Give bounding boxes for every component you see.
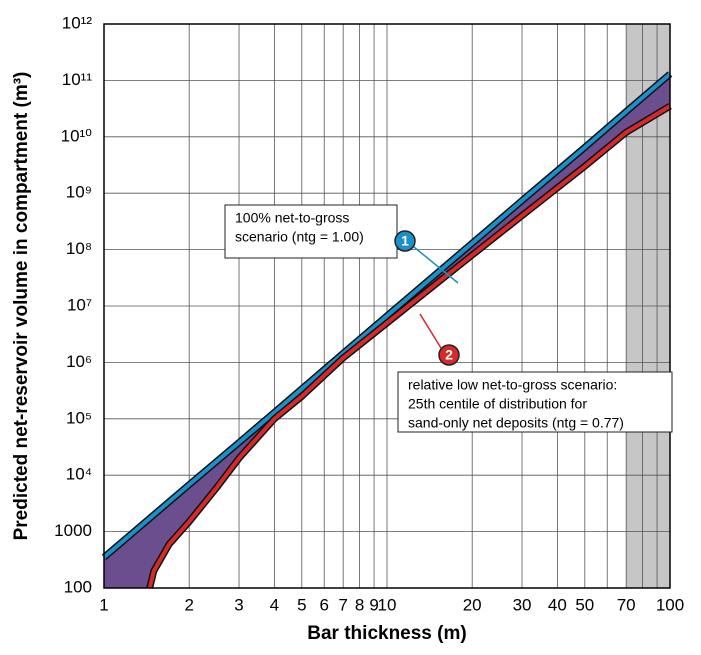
annotation-box: [224, 204, 398, 259]
y-tick-label: 10⁵: [66, 408, 92, 427]
y-tick-label: 10¹⁰: [61, 126, 93, 145]
y-tick-label: 10⁹: [66, 183, 92, 202]
x-tick-label: 100: [656, 595, 684, 614]
line-outline: [146, 103, 672, 589]
range-fill: [104, 73, 670, 589]
y-tick-label: 10¹²: [62, 13, 93, 32]
y-axis-title: Predicted net-reservoir volume in compar…: [11, 72, 32, 541]
x-tick-label: 10: [378, 595, 397, 614]
annotation-text: relative low net-to-gross scenario:: [408, 377, 617, 393]
x-tick-label: 30: [513, 595, 532, 614]
x-tick-label: 50: [575, 595, 594, 614]
x-axis-title: Bar thickness (m): [307, 623, 466, 644]
x-tick-label: 1: [99, 595, 108, 614]
x-tick-label: 2: [184, 595, 193, 614]
plot-frame: [103, 23, 671, 589]
x-tick-label: 6: [319, 595, 328, 614]
annotation-text: sand-only net deposits (ntg = 0.77): [408, 415, 624, 431]
y-tick-label: 1000: [54, 521, 92, 540]
x-tick-label: 20: [463, 595, 482, 614]
x-tick-label: 3: [234, 595, 243, 614]
x-tick-label: 9: [369, 595, 378, 614]
x-tick-label: 8: [355, 595, 364, 614]
x-tick-label: 5: [297, 595, 306, 614]
series-line: [147, 104, 672, 589]
annotation-box: [397, 371, 673, 433]
annotation-marker: [394, 230, 416, 252]
y-tick-label: 10⁶: [66, 352, 92, 371]
series-line: [102, 72, 672, 559]
leader-line: [413, 246, 459, 284]
x-tick-label: 4: [270, 595, 279, 614]
annotation-marker: [438, 344, 460, 366]
annotation-marker-label: 1: [401, 233, 409, 249]
annotation-text: 100% net-to-gross: [235, 210, 349, 226]
y-tick-label: 10⁴: [66, 465, 92, 484]
y-tick-label: 10⁸: [66, 239, 92, 258]
y-tick-label: 10⁷: [67, 295, 92, 314]
x-tick-label: 40: [548, 595, 567, 614]
x-tick-label: 70: [617, 595, 636, 614]
y-tick-label: 10¹¹: [62, 70, 93, 89]
annotation-text: scenario (ntg = 1.00): [235, 229, 364, 245]
annotation-marker-label: 2: [445, 347, 453, 363]
y-tick-label: 100: [64, 577, 92, 596]
annotation-text: 25th centile of distribution for: [408, 396, 587, 412]
leader-line: [419, 313, 442, 349]
x-tick-label: 7: [338, 595, 347, 614]
